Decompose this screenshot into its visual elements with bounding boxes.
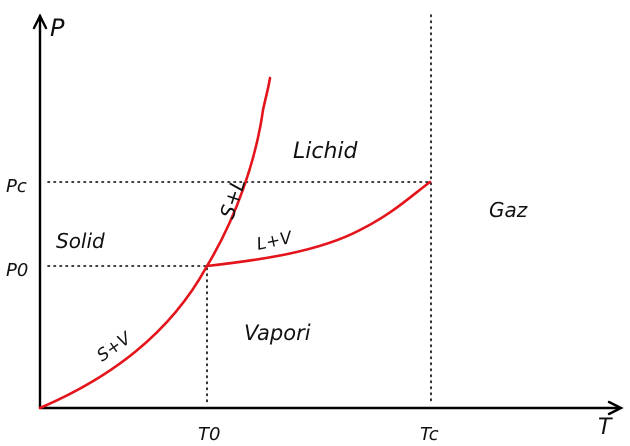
tick-pc: Pc <box>6 176 27 197</box>
melting-curve <box>205 76 272 268</box>
region-liquid: Lichid <box>293 139 359 164</box>
axes <box>32 13 624 416</box>
y-axis-label: P <box>50 14 65 42</box>
tick-t0: T0 <box>198 424 220 445</box>
y-axis-arrow <box>32 13 48 30</box>
x-axis-label: T <box>598 415 613 440</box>
label-melting: S+L <box>215 176 250 222</box>
region-solid: Solid <box>56 229 105 253</box>
x-axis-arrow <box>607 400 624 416</box>
tick-tc: Tc <box>420 424 439 445</box>
phase-curves <box>38 76 432 410</box>
region-gas: Gaz <box>489 198 528 222</box>
guide-lines <box>47 14 432 405</box>
label-vaporization: L+V <box>255 228 295 255</box>
vaporization-curve <box>205 180 432 268</box>
sublimation-curve <box>38 264 209 410</box>
tick-p0: P0 <box>6 260 28 281</box>
region-vapor: Vapori <box>244 321 311 345</box>
label-sublimation: S+V <box>93 328 136 366</box>
